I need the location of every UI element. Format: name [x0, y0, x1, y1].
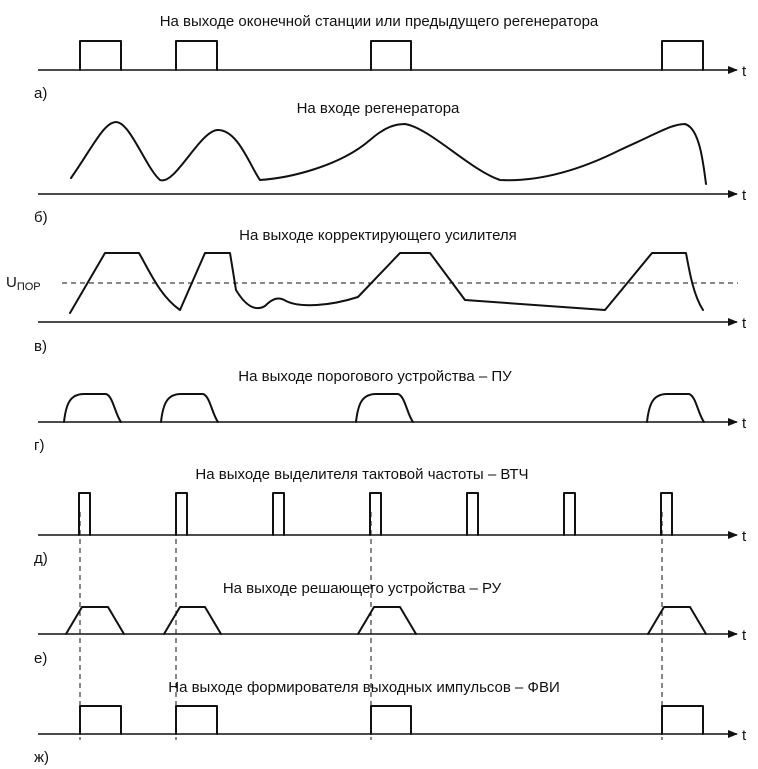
- panel-zh: На выходе формирователя выходных импульс…: [34, 679, 747, 766]
- panel-e-axis-label: t: [742, 627, 747, 644]
- panel-e-title: На выходе решающего устройства – РУ: [223, 580, 502, 597]
- panel-g-threshold-output: [63, 393, 705, 423]
- panel-d: На выходе выделителя тактовой частоты – …: [34, 466, 747, 567]
- panel-d-label: д): [34, 550, 48, 567]
- panel-b-title: На входе регенератора: [297, 100, 460, 117]
- panel-d-axis-label: t: [742, 528, 747, 545]
- panel-v-title: На выходе корректирующего усилителя: [239, 227, 517, 244]
- alignment-lines: [79, 512, 663, 740]
- panel-b: На входе регенератора t б): [34, 100, 747, 226]
- panel-d-clock-pulses: [78, 492, 673, 536]
- panel-g-label: г): [34, 437, 44, 454]
- panel-a-title: На выходе оконечной станции или предыдущ…: [160, 13, 599, 30]
- panel-v-label: в): [34, 338, 47, 355]
- panel-zh-output-pulses: [79, 705, 704, 735]
- threshold-label: UПОР: [6, 274, 41, 293]
- panel-b-distorted-signal: [70, 121, 707, 185]
- panel-b-axis-label: t: [742, 187, 747, 204]
- panel-e-label: е): [34, 650, 47, 667]
- panel-a: На выходе оконечной станции или предыдущ…: [34, 13, 747, 102]
- panel-e: На выходе решающего устройства – РУ t е): [34, 580, 747, 667]
- panel-a-pulse-train: [79, 40, 704, 71]
- panel-e-decision-output: [65, 606, 707, 635]
- panel-v: На выходе корректирующего усилителя UПОР…: [6, 227, 747, 355]
- panel-b-label: б): [34, 209, 48, 226]
- panel-g: На выходе порогового устройства – ПУ t г…: [34, 368, 747, 454]
- panel-zh-label: ж): [34, 749, 49, 766]
- panel-g-title: На выходе порогового устройства – ПУ: [238, 368, 512, 385]
- panel-v-corrected-signal: [69, 252, 704, 314]
- panel-zh-axis-label: t: [742, 727, 747, 744]
- panel-v-axis-label: t: [742, 315, 747, 332]
- panel-a-label: а): [34, 85, 47, 102]
- panel-zh-title: На выходе формирователя выходных импульс…: [168, 679, 559, 696]
- panel-g-axis-label: t: [742, 415, 747, 432]
- panel-d-title: На выходе выделителя тактовой частоты – …: [195, 466, 528, 483]
- panel-a-axis-label: t: [742, 63, 747, 80]
